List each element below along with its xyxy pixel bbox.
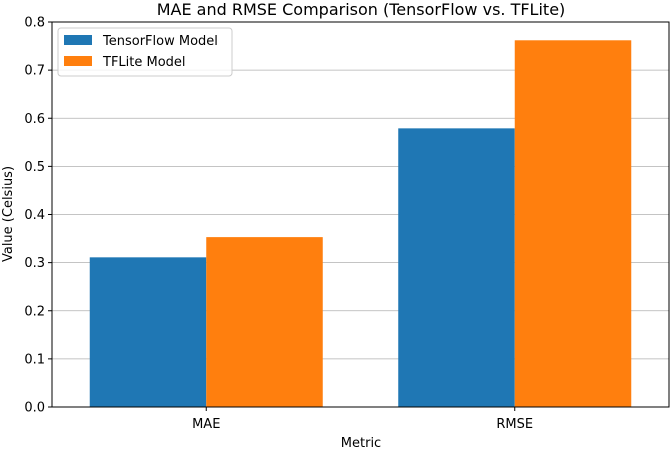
- x-axis: MAE RMSE: [192, 407, 533, 432]
- x-axis-label: Metric: [341, 436, 381, 450]
- y-tick-label: 0.6: [24, 112, 45, 127]
- bar-mae-series-0: [89, 257, 207, 407]
- y-tick-label: 0.1: [24, 352, 45, 367]
- legend-swatch: [64, 35, 92, 45]
- x-tick-label: MAE: [192, 417, 220, 432]
- chart-title: MAE and RMSE Comparison (TensorFlow vs. …: [157, 0, 566, 19]
- legend-label: TFLite Model: [102, 55, 186, 70]
- y-axis: 0.0 0.1 0.2 0.3 0.4 0.5 0.6 0.7 0.8: [24, 16, 52, 416]
- y-tick-label: 0.2: [24, 304, 45, 319]
- legend-box: [57, 27, 233, 77]
- legend-swatch: [64, 56, 92, 66]
- bar-mae-series-1: [206, 237, 323, 407]
- y-tick-label: 0.8: [24, 16, 45, 31]
- y-tick-label: 0.4: [24, 208, 45, 223]
- y-axis-label: Value (Celsius): [1, 166, 16, 262]
- bar-rmse-series-1: [514, 40, 632, 407]
- y-tick-label: 0.3: [24, 256, 45, 271]
- x-tick-label: RMSE: [496, 417, 533, 432]
- legend-label: TensorFlow Model: [102, 34, 218, 49]
- legend: TensorFlow Model TFLite Model: [57, 27, 233, 77]
- bar-rmse-series-0: [398, 128, 515, 407]
- y-tick-label: 0.7: [24, 64, 45, 79]
- y-tick-label: 0.0: [24, 401, 45, 416]
- y-tick-label: 0.5: [24, 160, 45, 175]
- bars: [89, 40, 632, 407]
